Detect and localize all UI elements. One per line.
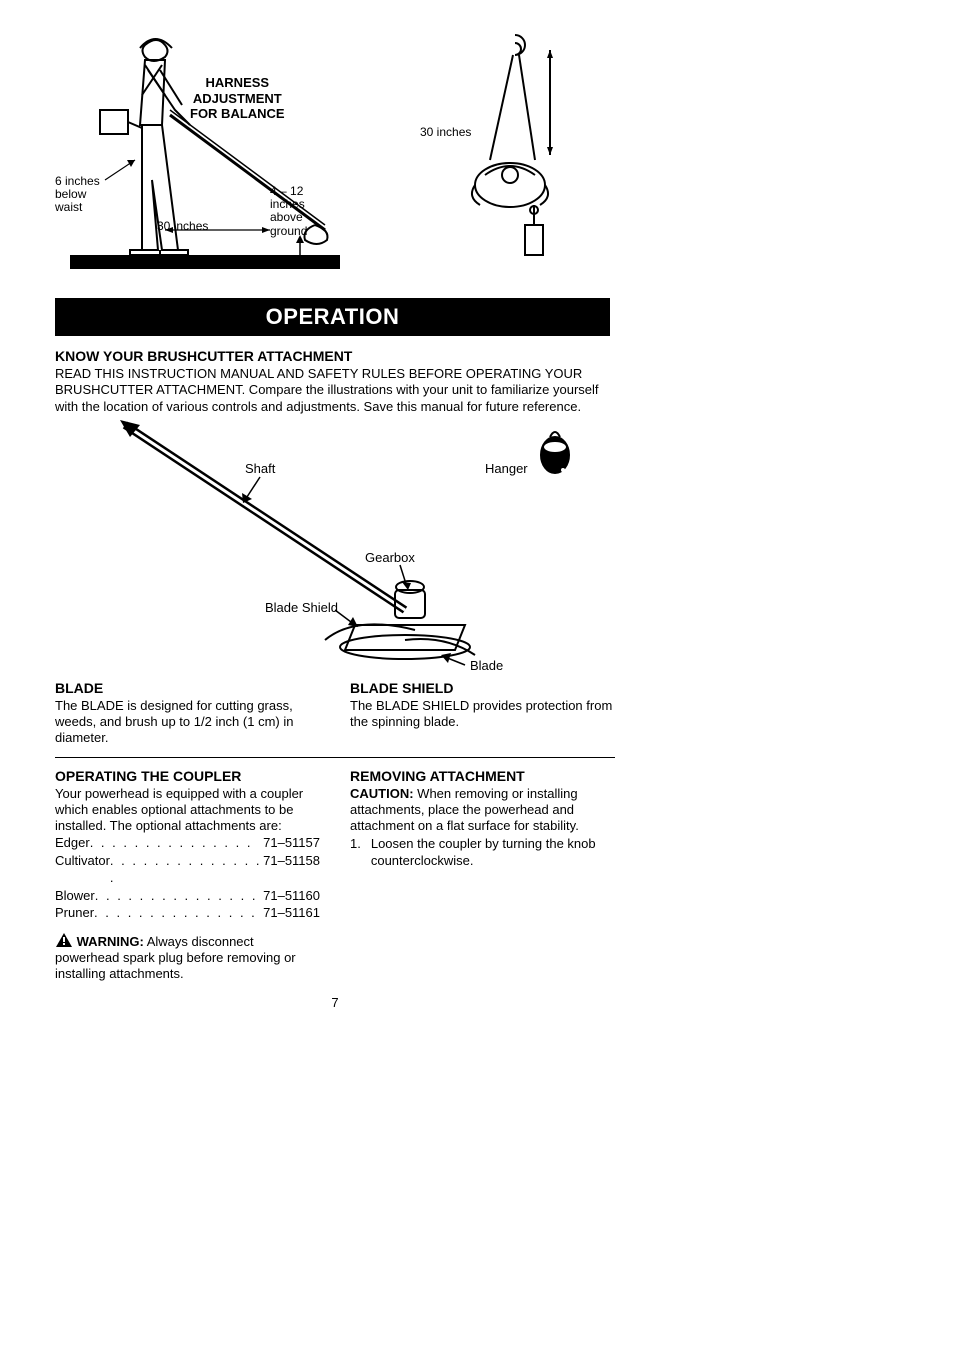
label-shaft: Shaft (245, 461, 275, 476)
caution-label: CAUTION: (350, 786, 414, 801)
attachment-number: 71–51160 (263, 887, 320, 905)
harness-l2: ADJUSTMENT (193, 91, 282, 106)
hanging-diagram-svg (435, 30, 595, 280)
coupler-title: OPERATING THE COUPLER (55, 768, 320, 784)
warning-block: WARNING: Always disconnect powerhead spa… (55, 932, 320, 983)
lower-sections: OPERATING THE COUPLER Your powerhead is … (55, 768, 615, 983)
attachment-name: Blower (55, 887, 95, 905)
harness-l1: HARNESS (206, 75, 270, 90)
label-4-12: 4 – 12 inches above ground (270, 185, 307, 238)
label-blade-shield: Blade Shield (265, 600, 338, 615)
blade-sections: BLADE The BLADE is designed for cutting … (55, 680, 615, 747)
remove-title: REMOVING ATTACHMENT (350, 768, 615, 784)
step1-body: Loosen the coupler by turning the knob c… (371, 836, 615, 869)
warning-label: WARNING: (77, 934, 144, 949)
label-blade: Blade (470, 658, 503, 673)
dot-leader: . . . . . . . . . . . . . . . (95, 887, 263, 905)
attachment-number: 71–51157 (263, 834, 320, 852)
attachment-number: 71–51161 (263, 904, 320, 922)
divider (55, 757, 615, 758)
harness-l3: FOR BALANCE (190, 106, 285, 121)
blade-body: The BLADE is designed for cutting grass,… (55, 698, 320, 747)
know-title: KNOW YOUR BRUSHCUTTER ATTACHMENT (55, 348, 675, 364)
attachment-name: Pruner (55, 904, 94, 922)
step-1: 1. Loosen the coupler by turning the kno… (350, 836, 615, 869)
harness-diagrams: HARNESS ADJUSTMENT FOR BALANCE 6 inches … (55, 30, 675, 290)
caution-block: CAUTION: When removing or installing att… (350, 786, 615, 835)
label-6inches: 6 inches below waist (55, 175, 100, 215)
person-diagram-svg (70, 30, 350, 275)
parts-diagram-svg (55, 415, 615, 680)
attachment-name: Cultivator (55, 852, 110, 887)
dot-leader: . . . . . . . . . . . . . . . (90, 834, 263, 852)
attachment-row: Pruner . . . . . . . . . . . . . . . 71–… (55, 904, 320, 922)
step1-num: 1. (350, 836, 361, 869)
parts-diagram: Shaft Hanger Gearbox Blade Shield Blade (55, 415, 675, 680)
attachment-name: Edger (55, 834, 90, 852)
know-section: KNOW YOUR BRUSHCUTTER ATTACHMENT READ TH… (55, 348, 675, 415)
attachment-number: 71–51158 (263, 852, 320, 887)
attachment-row: Blower . . . . . . . . . . . . . . . 71–… (55, 887, 320, 905)
blade-title: BLADE (55, 680, 320, 696)
label-hanger: Hanger (485, 461, 528, 476)
attachment-row: Edger . . . . . . . . . . . . . . . 71–5… (55, 834, 320, 852)
page-number: 7 (55, 995, 615, 1010)
dot-leader: . . . . . . . . . . . . . . . (110, 852, 263, 887)
dot-leader: . . . . . . . . . . . . . . . (94, 904, 263, 922)
shield-body: The BLADE SHIELD provides protection fro… (350, 698, 615, 731)
attachment-list: Edger . . . . . . . . . . . . . . . 71–5… (55, 834, 320, 922)
warning-icon (55, 932, 73, 948)
operation-heading: OPERATION (55, 298, 610, 336)
label-30inches-a: 30 inches (157, 219, 208, 233)
label-gearbox: Gearbox (365, 550, 415, 565)
coupler-intro: Your powerhead is equipped with a couple… (55, 786, 320, 835)
know-body: READ THIS INSTRUCTION MANUAL AND SAFETY … (55, 366, 610, 415)
harness-title: HARNESS ADJUSTMENT FOR BALANCE (190, 75, 285, 122)
shield-title: BLADE SHIELD (350, 680, 615, 696)
attachment-row: Cultivator . . . . . . . . . . . . . . .… (55, 852, 320, 887)
